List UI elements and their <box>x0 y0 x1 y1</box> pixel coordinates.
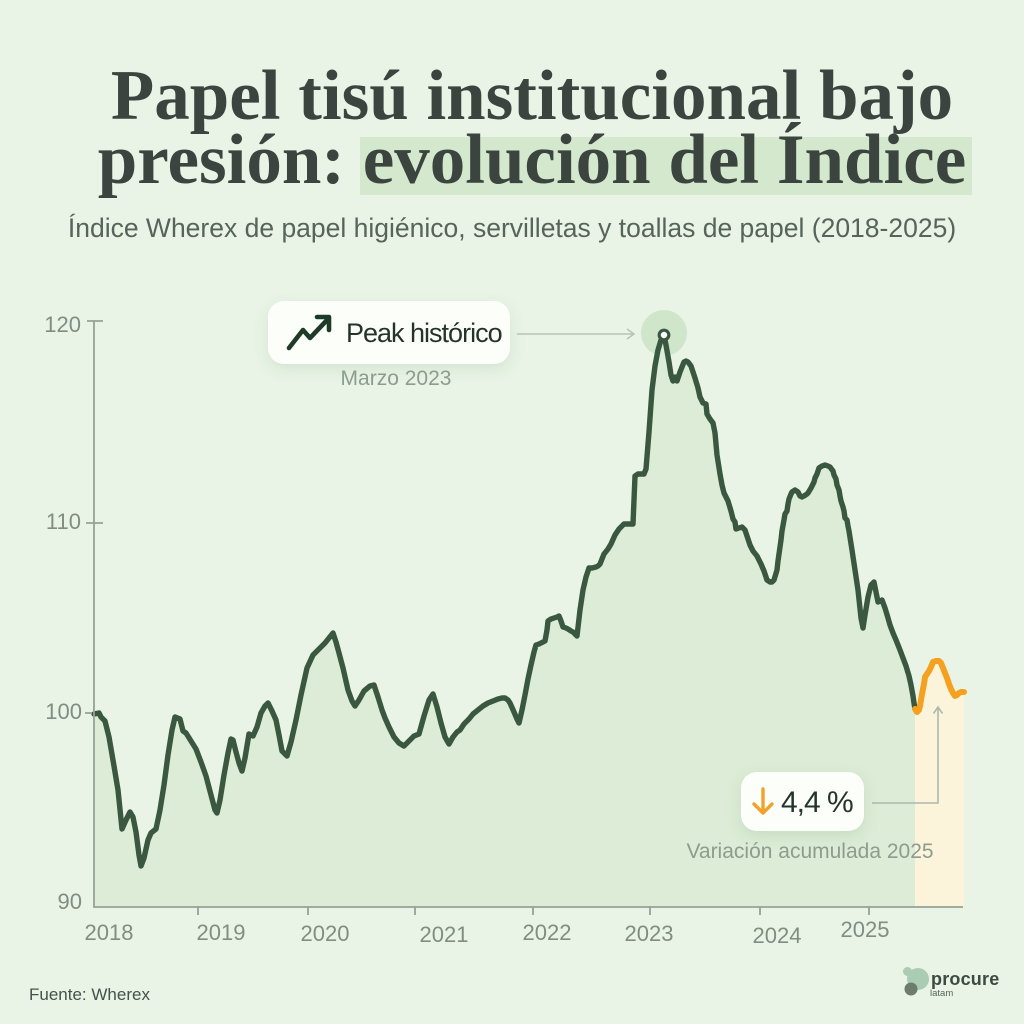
svg-text:110: 110 <box>46 509 81 534</box>
svg-text:latam: latam <box>930 988 953 999</box>
svg-text:2022: 2022 <box>523 920 572 945</box>
svg-text:2019: 2019 <box>197 920 246 945</box>
svg-text:Marzo 2023: Marzo 2023 <box>341 367 452 390</box>
svg-text:Peak histórico: Peak histórico <box>346 318 502 348</box>
svg-text:2018: 2018 <box>85 920 134 945</box>
svg-text:120: 120 <box>44 312 81 337</box>
svg-text:2021: 2021 <box>420 922 469 947</box>
svg-text:procure: procure <box>931 969 999 989</box>
svg-text:2025: 2025 <box>841 917 890 942</box>
svg-text:100: 100 <box>45 699 82 724</box>
svg-text:Variación acumulada 2025: Variación acumulada 2025 <box>686 840 933 863</box>
svg-text:4,4 %: 4,4 % <box>781 786 853 819</box>
svg-text:2020: 2020 <box>301 921 350 946</box>
svg-text:2024: 2024 <box>753 923 802 948</box>
svg-text:90: 90 <box>58 889 82 914</box>
svg-text:2023: 2023 <box>625 921 674 946</box>
